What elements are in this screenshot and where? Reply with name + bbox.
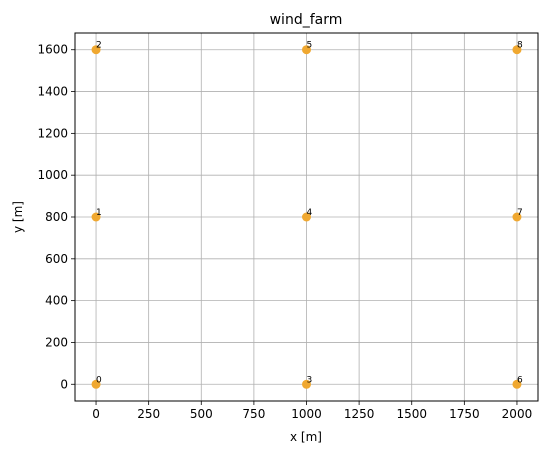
x-tick-label: 750 [242, 407, 265, 421]
data-point-label: 3 [307, 375, 313, 385]
y-tick-label: 1200 [37, 126, 68, 140]
data-point-label: 2 [96, 41, 102, 51]
data-point [512, 379, 522, 389]
x-tick-label: 500 [190, 407, 213, 421]
x-tick-label: 250 [137, 407, 160, 421]
data-point-label: 6 [517, 375, 523, 385]
x-tick-label: 1000 [291, 407, 322, 421]
axis-ticks: 0 250 500 750 1000 1250 1500 1750 20000200400600… [37, 43, 532, 421]
y-tick-label: 600 [45, 252, 68, 266]
y-tick-label: 0 [60, 377, 68, 391]
x-axis-label: x [m] [290, 430, 322, 444]
x-tick-label: 2000 [502, 407, 533, 421]
data-point [512, 212, 522, 222]
chart-title: wind_farm [270, 12, 343, 28]
data-point [91, 212, 101, 222]
y-tick-label: 1400 [37, 85, 68, 99]
x-tick-label: 1750 [449, 407, 480, 421]
y-tick-label: 800 [45, 210, 68, 224]
data-point-label: 5 [307, 41, 313, 51]
data-point-label: 4 [307, 208, 313, 218]
data-point [302, 212, 311, 222]
data-point [91, 45, 101, 55]
y-tick-label: 400 [45, 294, 68, 308]
data-point [91, 379, 101, 389]
data-point [512, 45, 522, 55]
data-points: 0 1 2 3 4 5 6 7 8 [91, 41, 523, 389]
x-tick-label: 0 [92, 407, 100, 421]
data-point-label: 8 [517, 41, 523, 51]
data-point-label: 7 [517, 208, 523, 218]
y-tick-label: 1000 [37, 168, 68, 182]
x-tick-label: 1500 [396, 407, 427, 421]
y-axis-label: y [m] [11, 201, 25, 233]
y-tick-label: 200 [45, 335, 68, 349]
data-point-label: 1 [96, 208, 102, 218]
x-tick-label: 1250 [344, 407, 375, 421]
data-point [302, 379, 311, 389]
data-point-label: 0 [96, 375, 102, 385]
y-tick-label: 1600 [37, 43, 68, 57]
data-point [302, 45, 311, 55]
